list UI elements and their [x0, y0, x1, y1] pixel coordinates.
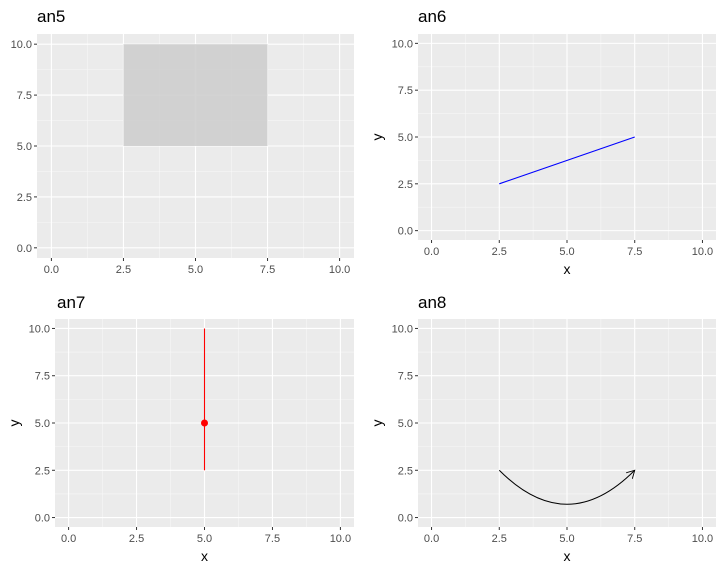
panel-title: an8	[418, 293, 446, 312]
curve-annotation	[498, 470, 634, 505]
y-tick-label: 0.0	[35, 513, 50, 525]
panel-title: an7	[57, 293, 85, 312]
x-tick-label: 7.5	[627, 246, 642, 258]
x-tick-label: 5.0	[559, 246, 574, 258]
y-tick-label: 5.0	[398, 132, 413, 144]
y-tick-label: 10.0	[11, 39, 32, 51]
x-tick-label: 0.0	[424, 246, 439, 258]
segment-annotation	[499, 136, 635, 185]
x-tick-label: 2.5	[116, 264, 131, 276]
x-axis-label: x	[564, 261, 571, 277]
panel-title: an5	[37, 7, 65, 26]
y-tick-label: 7.5	[35, 371, 50, 383]
y-tick-label: 10.0	[29, 323, 50, 335]
x-tick-label: 0.0	[61, 533, 76, 545]
y-tick-label: 10.0	[392, 38, 413, 50]
y-tick-label: 0.0	[17, 243, 32, 255]
x-tick-label: 2.5	[492, 246, 507, 258]
y-tick-label: 0.0	[398, 226, 413, 238]
x-tick-label: 2.5	[492, 533, 507, 545]
y-axis-label: y	[369, 420, 385, 427]
x-axis-label: x	[564, 548, 571, 564]
y-tick-label: 7.5	[398, 371, 413, 383]
x-tick-label: 2.5	[129, 533, 144, 545]
x-tick-label: 7.5	[627, 533, 642, 545]
y-tick-label: 0.0	[398, 513, 413, 525]
x-tick-label: 10.0	[329, 264, 350, 276]
x-tick-label: 10.0	[692, 533, 713, 545]
y-tick-label: 2.5	[398, 179, 413, 191]
y-tick-label: 2.5	[35, 465, 50, 477]
panel-an6: 0.0 2.5 5.0 7.5 10.0 0.0 2.5 5.0 7.5 10.0 x y an6	[369, 7, 716, 277]
x-axis-label: x	[201, 548, 208, 564]
x-tick-label: 10.0	[692, 246, 713, 258]
panel-an7: 0.0 2.5 5.0 7.5 10.0 0.0 2.5 5.0 7.5 10.0 x y an7	[6, 293, 354, 564]
x-tick-label: 7.5	[265, 533, 280, 545]
y-tick-label: 10.0	[392, 323, 413, 335]
y-tick-label: 2.5	[398, 465, 413, 477]
panel-title: an6	[418, 7, 446, 26]
x-tick-label: 5.0	[559, 533, 574, 545]
y-axis-label: y	[369, 134, 385, 141]
y-tick-label: 7.5	[17, 90, 32, 102]
y-axis-label: y	[6, 420, 22, 427]
y-tick-label: 5.0	[17, 141, 32, 153]
pointrange-point	[201, 419, 208, 427]
y-tick-label: 5.0	[35, 418, 50, 430]
rect-annotation	[123, 44, 268, 146]
x-tick-label: 0.0	[44, 264, 59, 276]
panel-an5: 0.0 2.5 5.0 7.5 10.0 0.0 2.5 5.0 7.5 10.0 an5	[11, 7, 354, 276]
panel-an8: 0.0 2.5 5.0 7.5 10.0 0.0 2.5 5.0 7.5 10.0 x y an8	[369, 293, 716, 564]
x-tick-label: 10.0	[330, 533, 351, 545]
y-tick-label: 5.0	[398, 418, 413, 430]
x-tick-label: 5.0	[188, 264, 203, 276]
x-tick-label: 7.5	[260, 264, 275, 276]
x-tick-label: 5.0	[197, 533, 212, 545]
x-tick-label: 0.0	[424, 533, 439, 545]
y-tick-label: 2.5	[17, 192, 32, 204]
y-tick-label: 7.5	[398, 85, 413, 97]
